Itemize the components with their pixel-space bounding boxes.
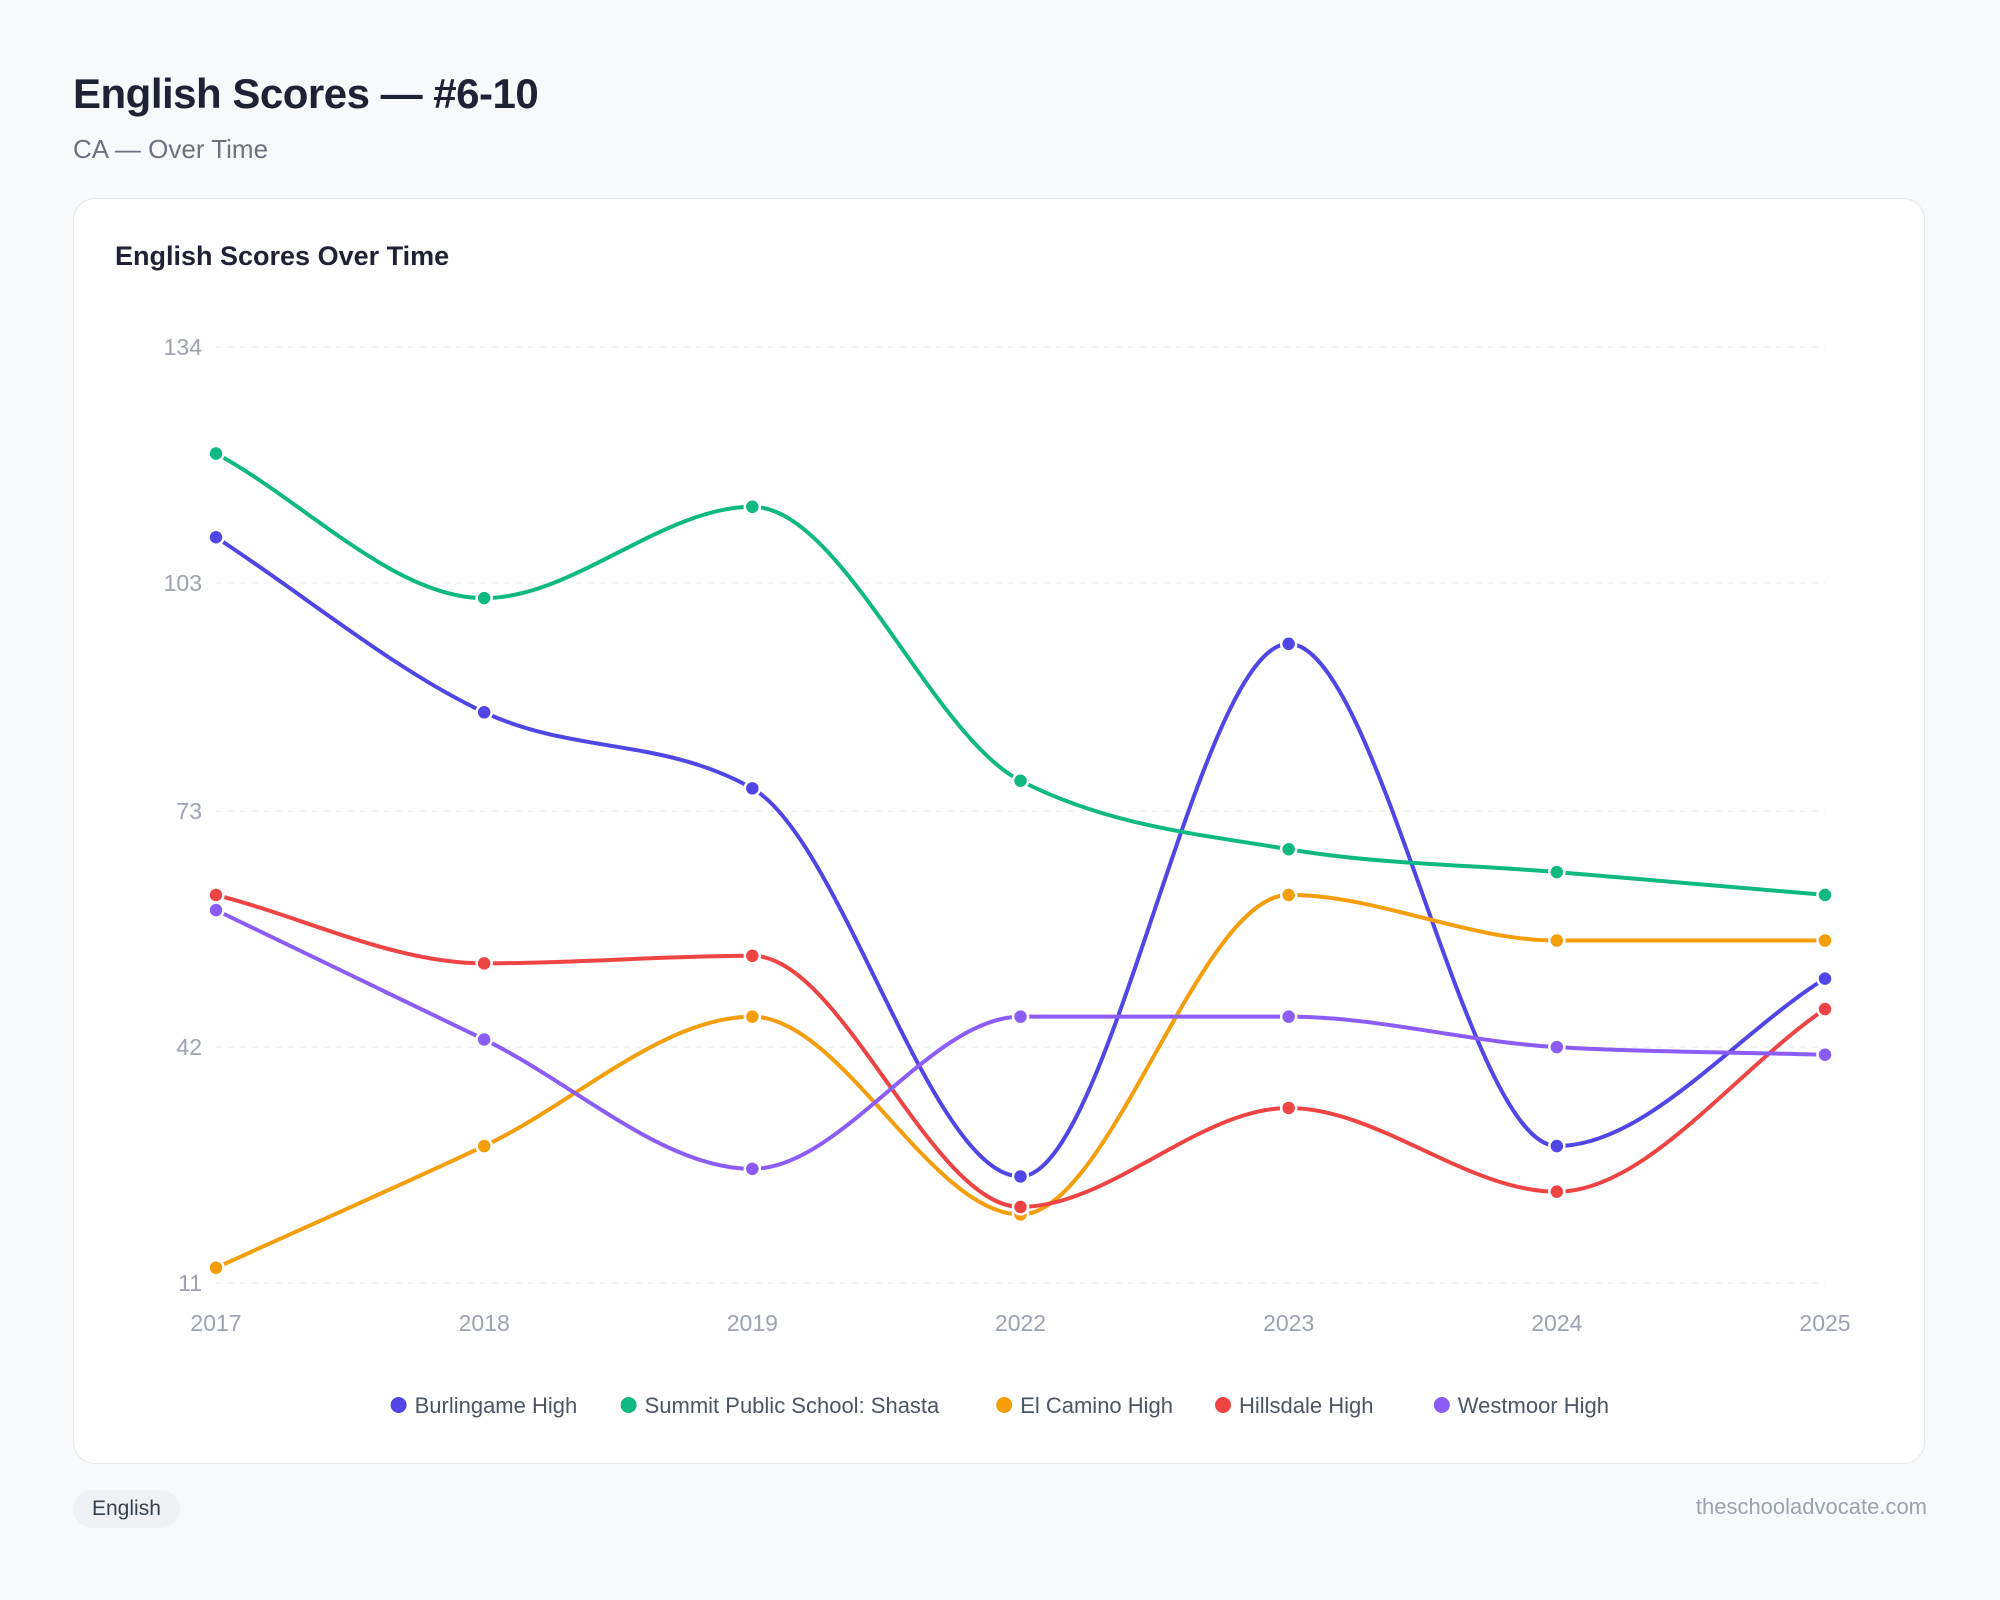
data-point-westmoor-high [1816, 1045, 1834, 1064]
legend-marker-el-camino-high [996, 1397, 1013, 1413]
x-tick-label: 2018 [459, 1310, 510, 1336]
series-line-summit-public-school-shasta [214, 451, 1827, 897]
y-tick-label: 11 [178, 1270, 202, 1296]
data-point-summit-public-school-shasta [475, 589, 493, 607]
data-point-westmoor-high [475, 1030, 493, 1049]
data-point-westmoor-high [1548, 1038, 1566, 1056]
data-point-el-camino-high [1816, 931, 1834, 950]
x-tick-label: 2023 [1263, 1310, 1314, 1336]
data-point-burlingame-high [743, 779, 762, 798]
data-point-summit-public-school-shasta [1548, 863, 1566, 881]
data-point-hillsdale-high [743, 947, 762, 965]
series-line-westmoor-high [214, 908, 1827, 1171]
x-tick-label: 2019 [727, 1310, 778, 1336]
x-tick-label: 2022 [995, 1310, 1046, 1336]
data-point-westmoor-high [1011, 1007, 1030, 1026]
data-point-summit-public-school-shasta [207, 444, 225, 463]
data-point-el-camino-high [1548, 931, 1566, 950]
data-point-burlingame-high [1816, 969, 1834, 988]
legend-label-burlingame-high: Burlingame High [415, 1393, 578, 1418]
data-point-westmoor-high [743, 1160, 762, 1178]
site-credit[interactable]: theschooladvocate.com [1695, 1494, 1927, 1519]
page-subtitle: CA — Over Time [73, 134, 269, 164]
legend-marker-westmoor-high [1433, 1397, 1450, 1413]
subject-tag[interactable]: English [73, 1490, 180, 1528]
data-point-el-camino-high [743, 1007, 762, 1026]
data-point-burlingame-high [475, 703, 493, 722]
legend-marker-hillsdale-high [1215, 1397, 1231, 1413]
chart-card: English Scores Over Time 11 42 73 103 134 201… [73, 198, 1925, 1464]
legend-marker-burlingame-high [390, 1397, 407, 1413]
legend-label-el-camino-high: El Camino High [1020, 1393, 1173, 1418]
y-tick-label: 134 [164, 334, 203, 360]
data-point-burlingame-high [1548, 1137, 1566, 1155]
page-title: English Scores — #6-10 [73, 70, 539, 117]
data-point-hillsdale-high [1279, 1099, 1298, 1117]
x-tick-label: 2017 [190, 1310, 241, 1336]
chart-title: English Scores Over Time [115, 241, 450, 271]
data-point-el-camino-high [1279, 886, 1298, 904]
data-point-westmoor-high [207, 901, 225, 919]
data-point-summit-public-school-shasta [1279, 840, 1298, 858]
data-point-el-camino-high [475, 1137, 493, 1155]
y-tick-label: 73 [176, 798, 202, 824]
data-point-summit-public-school-shasta [1011, 772, 1030, 790]
legend-label-hillsdale-high: Hillsdale High [1239, 1393, 1374, 1418]
data-point-hillsdale-high [1548, 1182, 1566, 1201]
data-point-summit-public-school-shasta [1816, 886, 1834, 904]
data-point-el-camino-high [207, 1259, 225, 1277]
data-point-burlingame-high [1279, 635, 1298, 653]
legend-label-summit-public-school-shasta: Summit Public School: Shasta [645, 1393, 940, 1418]
series-line-burlingame-high [214, 535, 1827, 1179]
legend-label-westmoor-high: Westmoor High [1458, 1393, 1609, 1418]
y-tick-label: 42 [176, 1034, 202, 1060]
data-point-hillsdale-high [207, 886, 225, 904]
data-point-hillsdale-high [1816, 1000, 1834, 1018]
data-point-westmoor-high [1279, 1007, 1298, 1026]
x-tick-label: 2025 [1799, 1310, 1850, 1336]
data-point-burlingame-high [1011, 1167, 1030, 1186]
x-tick-label: 2024 [1531, 1310, 1582, 1336]
data-point-hillsdale-high [475, 954, 493, 973]
data-point-burlingame-high [207, 528, 225, 546]
y-tick-label: 103 [164, 570, 202, 596]
line-chart: 11 42 73 103 134 2017 2018 2019 2022 2023 2024 2025… [164, 334, 1851, 1418]
legend-marker-summit-public-school-shasta [620, 1397, 637, 1413]
data-point-hillsdale-high [1011, 1198, 1030, 1216]
data-point-summit-public-school-shasta [743, 498, 762, 516]
